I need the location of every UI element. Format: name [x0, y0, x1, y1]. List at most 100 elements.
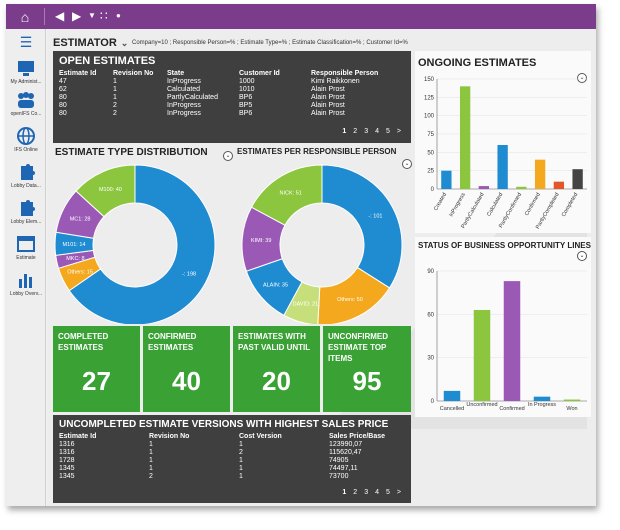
globe-icon [17, 127, 35, 145]
donut-slice[interactable] [75, 164, 136, 218]
page-button[interactable]: 5 [386, 128, 390, 135]
table-row[interactable]: 80 1 PartlyCalculated BP6 Alain Prost [59, 94, 407, 102]
admin-icon [18, 61, 34, 76]
donut-slice[interactable] [68, 164, 216, 324]
grid-icon[interactable]: ∷ [100, 9, 108, 23]
kpi-completed-estimates[interactable]: COMPLETED ESTIMATES 27 [53, 326, 140, 412]
pagination: 1 2 3 4 5 > [335, 489, 401, 496]
bar[interactable] [459, 86, 471, 189]
table-cell: 80 [59, 110, 67, 117]
page-button[interactable]: 2 [353, 128, 358, 135]
bar[interactable] [553, 181, 565, 189]
column-header[interactable]: Responsible Person [311, 70, 379, 77]
table-cell: 73700 [329, 473, 349, 480]
hamburger-icon[interactable]: ☰ [19, 34, 33, 50]
bar[interactable] [473, 310, 491, 401]
table-row[interactable]: 80 2 InProgress BP5 Alain Prost [59, 102, 407, 110]
table-row[interactable]: 1728 1 1 74905 [59, 457, 407, 465]
pagination: 1 2 3 4 5 > [335, 128, 401, 135]
bar[interactable] [497, 145, 508, 189]
forward-arrow-icon[interactable]: ▶ [72, 9, 82, 23]
sidebar-item-ifs-online[interactable]: IFS Online [6, 127, 46, 153]
bar[interactable] [534, 159, 546, 189]
page-button[interactable]: 5 [386, 489, 390, 496]
y-tick-label: 75 [427, 132, 434, 138]
donut-slice[interactable] [317, 266, 391, 324]
chevron-down-icon[interactable]: ⌄ [223, 151, 233, 161]
nav-divider [44, 8, 45, 25]
donut-slice[interactable] [250, 164, 323, 226]
kpi-unconfirmed-top-items[interactable]: UNCONFIRMED ESTIMATE TOP ITEMS 95 [323, 326, 411, 412]
kpi-confirmed-estimates[interactable]: CONFIRMED ESTIMATES 40 [143, 326, 230, 412]
table-cell: 1345 [59, 473, 75, 480]
column-header[interactable]: Customer Id [239, 70, 280, 77]
column-header[interactable]: Sales Price/Base [329, 433, 386, 440]
table-cell: 1345 [59, 465, 75, 472]
kpi-title: ESTIMATES WITH PAST VALID UNTIL [238, 332, 311, 352]
column-header[interactable]: Cost Version [239, 433, 282, 440]
back-arrow-icon[interactable]: ◀ [55, 9, 65, 23]
page-button[interactable]: 3 [364, 489, 369, 496]
column-header[interactable]: State [167, 70, 185, 77]
sidebar-item-lobby-overview[interactable]: Lobby Overv... [6, 271, 46, 297]
chevron-down-icon[interactable]: ⌄ [120, 38, 129, 48]
caret-down-icon[interactable]: ▼ [88, 11, 96, 20]
chevron-down-icon[interactable]: ⌄ [577, 73, 587, 83]
page-title[interactable]: ESTIMATOR ⌄ [53, 37, 128, 49]
page-button[interactable]: 1 [342, 489, 347, 496]
table-cell: 123990,07 [329, 441, 363, 448]
table-row[interactable]: 47 1 InProgress 1000 Kimi Raikkonen [59, 78, 407, 86]
slice-label: NICK: 51 [280, 191, 302, 197]
next-page-button[interactable]: > [396, 489, 401, 496]
opportunity-status-panel: STATUS OF BUSINESS OPPORTUNITY LINES ⌄ 0… [415, 237, 591, 417]
sidebar-item-my-admin[interactable]: My Administ... [6, 59, 46, 85]
sidebar-item-estimate[interactable]: Estimate [6, 235, 46, 261]
column-header[interactable]: Estimate Id [59, 70, 97, 77]
sidebar-item-lobby-data[interactable]: Lobby Data... [6, 163, 46, 189]
table-row[interactable]: 1316 1 2 115620,47 [59, 449, 407, 457]
page-button[interactable]: 1 [342, 128, 347, 135]
page-button[interactable]: 2 [353, 489, 358, 496]
bar[interactable] [478, 186, 490, 189]
column-header[interactable]: Revision No [113, 70, 154, 77]
bar[interactable] [441, 170, 452, 189]
sidebar-item-openifs[interactable]: openIFS Co... [6, 91, 46, 117]
column-header[interactable]: Estimate Id [59, 433, 97, 440]
table-cell: Alain Prost [311, 102, 345, 109]
table-cell: 1 [239, 441, 243, 448]
table-row[interactable]: 1345 1 1 74497,11 [59, 465, 407, 473]
table-row[interactable]: 1316 1 1 123990,07 [59, 441, 407, 449]
home-icon[interactable]: ⌂ [20, 9, 30, 25]
uncompleted-title: UNCOMPLETED ESTIMATE VERSIONS WITH HIGHE… [59, 419, 389, 430]
page-button[interactable]: 4 [375, 128, 379, 135]
per-person-donut: -: 101 Others: 50 DAVID: 21 ALAIN: 35 KIMI: … [241, 164, 403, 324]
table-cell: 1316 [59, 449, 75, 456]
column-header[interactable]: Revision No [149, 433, 190, 440]
sidebar-item-lobby-elements[interactable]: Lobby Elem... [6, 199, 46, 225]
bar[interactable] [443, 390, 461, 401]
kpi-past-valid-until[interactable]: ESTIMATES WITH PAST VALID UNTIL 20 [233, 326, 320, 412]
bar[interactable] [503, 281, 521, 401]
next-page-button[interactable]: > [396, 128, 401, 135]
table-row[interactable]: 62 1 Calculated 1010 Alain Prost [59, 86, 407, 94]
donut-slice[interactable] [321, 164, 403, 289]
dot-icon[interactable]: ● [116, 11, 121, 20]
table-cell: BP6 [239, 94, 253, 101]
bar[interactable] [533, 396, 551, 401]
page-button[interactable]: 3 [364, 128, 369, 135]
slice-label: -: 101 [368, 214, 382, 220]
filter-summary[interactable]: Company=10 ; Responsible Person=% ; Esti… [132, 40, 408, 46]
table-cell: 1728 [59, 457, 75, 464]
table-row[interactable]: 1345 2 1 73700 [59, 473, 407, 481]
page-button[interactable]: 4 [375, 489, 379, 496]
chevron-down-icon[interactable]: ⌄ [577, 251, 587, 261]
bar[interactable] [516, 186, 527, 189]
bar[interactable] [572, 169, 583, 189]
bar[interactable] [563, 399, 581, 401]
chevron-down-icon[interactable]: ⌄ [402, 159, 412, 169]
table-cell: 2 [113, 110, 117, 117]
table-row[interactable]: 80 2 InProgress BP6 Alain Prost [59, 110, 407, 118]
window-icon [17, 236, 35, 252]
